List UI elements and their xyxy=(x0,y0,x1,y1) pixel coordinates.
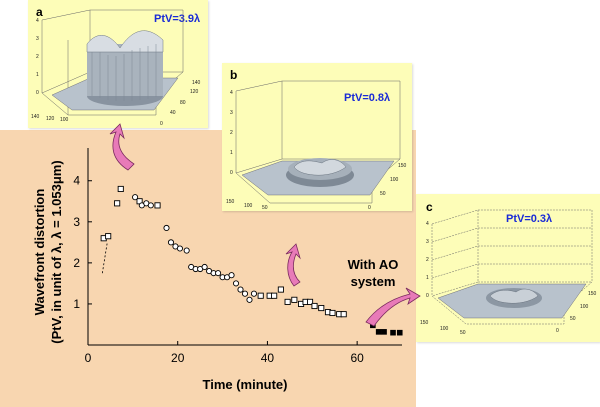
svg-text:0: 0 xyxy=(230,170,233,176)
dashed-trend-line xyxy=(101,242,108,274)
svg-text:0: 0 xyxy=(426,293,429,299)
svg-text:0: 0 xyxy=(36,90,39,96)
ptv-label-b: PtV=0.8λ xyxy=(344,92,390,104)
svg-text:0: 0 xyxy=(368,205,371,211)
ptv-label-c: PtV=0.3λ xyxy=(506,213,552,225)
svg-text:100: 100 xyxy=(440,326,449,332)
svg-text:2: 2 xyxy=(426,257,429,263)
y-axis-title-line1: Wavefront distortion xyxy=(32,189,47,316)
x-tick-label: 0 xyxy=(85,351,92,365)
y-tick-label: 1 xyxy=(73,297,80,311)
data-point-square xyxy=(318,304,325,312)
svg-text:4: 4 xyxy=(426,221,429,227)
svg-text:4: 4 xyxy=(36,18,39,24)
inset-panel-a: a PtV=3.9λ 0 1 2 3 4 140 120 100 0 40 80 120 140 xyxy=(28,0,208,128)
svg-text:150: 150 xyxy=(226,199,235,205)
data-point-circle xyxy=(250,290,258,297)
data-point-circle xyxy=(201,263,208,271)
x-tick-label: 20 xyxy=(171,351,185,365)
data-point-square xyxy=(105,233,112,240)
data-point-square xyxy=(329,309,336,317)
surface-plot-c: c PtV=0.3λ 0 1 2 3 4 150 100 50 0 50 100 150 xyxy=(420,200,597,336)
with-ao-label-line1: With AO xyxy=(348,257,399,272)
svg-text:1: 1 xyxy=(230,150,233,156)
x-tick-label: 60 xyxy=(350,351,364,365)
data-point-square xyxy=(306,298,314,305)
data-point-filled-square xyxy=(396,329,403,336)
svg-text:50: 50 xyxy=(570,316,576,322)
data-point-square xyxy=(340,311,347,318)
svg-text:120: 120 xyxy=(190,89,199,95)
data-point-circle xyxy=(228,272,235,279)
data-point-square xyxy=(284,298,291,305)
y-tick-label: 3 xyxy=(73,215,80,229)
x-tick-label: 40 xyxy=(261,351,275,365)
surface-plot-a: a PtV=3.9λ 0 1 2 3 4 140 120 100 0 40 80 120 140 xyxy=(31,5,201,127)
svg-text:100: 100 xyxy=(60,117,69,123)
svg-text:2: 2 xyxy=(36,54,39,60)
svg-text:140: 140 xyxy=(31,114,40,120)
svg-text:4: 4 xyxy=(230,90,233,96)
surface-plot-b: b PtV=0.8λ 0 1 2 3 4 150 100 50 0 50 100 150 xyxy=(226,68,407,211)
data-point-square xyxy=(117,185,124,193)
data-point-circle xyxy=(147,202,154,209)
svg-text:0: 0 xyxy=(160,121,163,127)
data-point-circle xyxy=(132,194,139,201)
y-axis-title-line2: (PtV, in unit of λ, λ = 1.053μm) xyxy=(49,160,64,343)
data-point-filled-square xyxy=(375,329,382,335)
inset-panel-b: b PtV=0.8λ 0 1 2 3 4 150 100 50 0 50 100 150 xyxy=(222,63,412,211)
svg-text:3: 3 xyxy=(36,36,39,42)
svg-text:3: 3 xyxy=(426,239,429,245)
data-point-circle xyxy=(183,247,190,254)
data-point-circle xyxy=(215,270,222,277)
x-axis-title: Time (minute) xyxy=(203,377,288,392)
svg-text:140: 140 xyxy=(192,80,201,86)
data-point-filled-square xyxy=(370,322,376,329)
svg-text:100: 100 xyxy=(390,177,399,183)
data-point-square xyxy=(311,302,318,310)
data-point-circle xyxy=(176,245,184,252)
data-point-circle xyxy=(246,296,253,303)
y-tick-label: 2 xyxy=(73,256,80,270)
data-point-circle xyxy=(241,290,249,297)
svg-text:40: 40 xyxy=(170,110,176,116)
svg-text:80: 80 xyxy=(180,100,186,106)
data-point-circle xyxy=(163,224,170,232)
y-tick-label: 4 xyxy=(73,174,80,188)
panel-label-a: a xyxy=(36,5,43,19)
inset-panel-c: c PtV=0.3λ 0 1 2 3 4 150 100 50 0 50 100 150 xyxy=(416,194,600,342)
svg-text:1: 1 xyxy=(36,72,39,78)
svg-text:50: 50 xyxy=(380,191,386,197)
with-ao-label-line2: system xyxy=(351,274,396,289)
svg-text:3: 3 xyxy=(230,110,233,116)
data-point-square xyxy=(271,292,278,299)
panel-label-c: c xyxy=(426,200,433,214)
data-point-circle xyxy=(232,280,240,287)
svg-text:150: 150 xyxy=(420,320,429,326)
svg-text:100: 100 xyxy=(244,203,253,209)
data-point-square xyxy=(291,296,298,303)
data-point-filled-square xyxy=(390,329,396,336)
svg-text:100: 100 xyxy=(580,304,589,310)
data-point-circle xyxy=(237,286,244,293)
data-point-circle xyxy=(167,239,175,246)
panel-label-b: b xyxy=(230,68,237,82)
svg-text:120: 120 xyxy=(46,116,55,122)
svg-text:150: 150 xyxy=(398,163,407,169)
svg-text:50: 50 xyxy=(262,205,268,211)
svg-text:1: 1 xyxy=(426,275,429,281)
svg-text:50: 50 xyxy=(460,330,466,336)
data-point-square xyxy=(257,292,264,299)
svg-text:150: 150 xyxy=(588,291,597,297)
svg-text:2: 2 xyxy=(230,130,233,136)
data-point-square xyxy=(114,200,121,207)
svg-text:0: 0 xyxy=(556,328,559,334)
data-point-square xyxy=(277,286,284,293)
data-point-filled-square xyxy=(381,329,387,335)
ptv-label-a: PtV=3.9λ xyxy=(154,13,200,25)
data-point-square xyxy=(154,202,161,209)
